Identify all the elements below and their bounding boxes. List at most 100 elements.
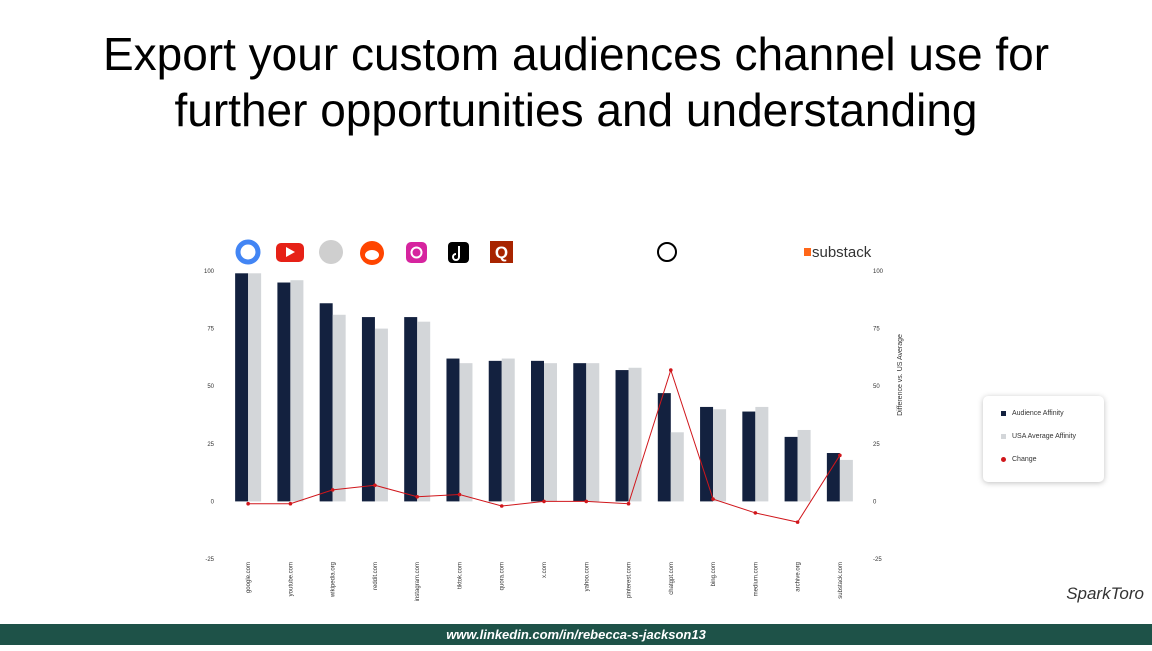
legend-item: Change xyxy=(1001,456,1037,463)
y2-tick-label: 25 xyxy=(873,442,880,448)
substack-wordmark: substack xyxy=(812,244,872,261)
legend-item: Audience Affinity xyxy=(1001,410,1064,417)
bar xyxy=(277,282,291,502)
change-point xyxy=(584,499,589,504)
legend-swatch xyxy=(1001,434,1006,439)
bar xyxy=(332,314,346,502)
quora-logo xyxy=(490,241,513,263)
wikipedia-logo xyxy=(319,240,343,264)
bar xyxy=(459,363,473,502)
legend-swatch xyxy=(1001,411,1006,416)
bar xyxy=(755,406,769,502)
y-tick-label: -25 xyxy=(205,557,214,563)
quora-letter: Q xyxy=(495,243,508,262)
y-tick-label: 100 xyxy=(204,269,215,275)
bar xyxy=(797,429,811,502)
google-logo xyxy=(235,239,261,265)
legend-label: USA Average Affinity xyxy=(1012,433,1076,440)
legend-label: Audience Affinity xyxy=(1012,410,1064,417)
change-point xyxy=(415,494,420,499)
chart: Q substack -25 0 25 50 75 100 -25 0 25 50 75 100 Dif… xyxy=(204,239,904,601)
change-point xyxy=(246,501,250,506)
change-point xyxy=(795,520,800,524)
bar xyxy=(531,360,544,502)
bar xyxy=(290,280,304,502)
logos: Q substack xyxy=(235,239,872,265)
bar xyxy=(713,409,727,502)
bar xyxy=(544,363,557,502)
youtube-play xyxy=(286,247,295,257)
x-tick-label: medium.com xyxy=(753,562,759,596)
change-point xyxy=(542,499,546,504)
y2-tick-label: -25 xyxy=(873,557,882,563)
y2-tick-label: 50 xyxy=(873,384,880,390)
y2-tick-label: 75 xyxy=(873,327,880,333)
x-tick-label: reddit.com xyxy=(373,562,379,590)
x-tick-label: tiktok.com xyxy=(457,562,463,589)
change-point xyxy=(711,497,715,501)
y2-axis-label: Difference vs. US Average xyxy=(897,334,904,416)
x-tick-label: x.com xyxy=(542,562,548,578)
y2-tick-label: 100 xyxy=(873,269,884,275)
x-tick-label: google.com xyxy=(246,562,252,593)
bar xyxy=(417,321,431,502)
change-point xyxy=(499,504,504,508)
bar xyxy=(248,273,262,502)
x-tick-label: wikipedia.org xyxy=(331,562,337,598)
x-tick-label: pinterest.com xyxy=(627,562,633,598)
bar xyxy=(700,406,714,502)
bar xyxy=(628,367,642,502)
bar xyxy=(586,363,600,502)
instagram-lens xyxy=(410,246,423,259)
bar xyxy=(361,317,375,502)
legend-label: Change xyxy=(1012,456,1037,463)
instagram-logo xyxy=(406,242,427,263)
chatgpt-logo xyxy=(657,242,677,262)
change-point xyxy=(669,368,673,372)
y2-tick-label: 0 xyxy=(873,499,877,505)
x-tick-label: youtube.com xyxy=(288,562,294,596)
x-tick-label: substack.com xyxy=(838,562,844,599)
x-tick-label: chatgpt.com xyxy=(669,562,675,595)
substack-icon xyxy=(804,248,811,256)
tiktok-note xyxy=(452,246,460,261)
legend-swatch xyxy=(1001,457,1006,462)
bar xyxy=(319,303,333,502)
bar xyxy=(501,358,515,502)
change-point xyxy=(373,483,377,488)
reddit-face xyxy=(365,250,379,260)
bar xyxy=(573,363,587,502)
x-tick-label: instagram.com xyxy=(415,562,421,601)
change-point xyxy=(288,501,293,506)
slide-title: Export your custom audiences channel use… xyxy=(102,28,1050,136)
legend-item: USA Average Affinity xyxy=(1001,433,1076,440)
y-tick-label: 75 xyxy=(207,327,214,333)
bar xyxy=(374,328,388,502)
bar xyxy=(826,453,840,502)
change-point xyxy=(838,453,842,458)
bar xyxy=(615,370,629,502)
x-tick-label: quora.com xyxy=(500,562,506,590)
bar xyxy=(488,360,502,502)
y-tick-label: 0 xyxy=(211,499,215,505)
change-point xyxy=(330,488,335,492)
bar xyxy=(784,436,798,502)
x-tick-label: bing.com xyxy=(711,562,717,586)
bar xyxy=(657,393,671,502)
legend: Audience Affinity USA Average Affinity Cha… xyxy=(983,396,1104,482)
bar xyxy=(742,411,756,502)
x-tick-label: archive.org xyxy=(796,562,802,592)
bar xyxy=(839,459,853,502)
y-tick-label: 50 xyxy=(207,384,214,390)
bar xyxy=(670,432,684,502)
brand: SparkToro xyxy=(1066,584,1144,603)
x-tick-label: yahoo.com xyxy=(584,562,590,591)
change-point xyxy=(457,492,462,497)
y-tick-label: 25 xyxy=(207,442,214,448)
bar xyxy=(446,358,460,502)
change-point xyxy=(626,501,631,506)
change-point xyxy=(753,511,758,515)
footer: www.linkedin.com/in/rebecca-s-jackson13 xyxy=(0,624,1152,645)
bar xyxy=(235,273,249,502)
